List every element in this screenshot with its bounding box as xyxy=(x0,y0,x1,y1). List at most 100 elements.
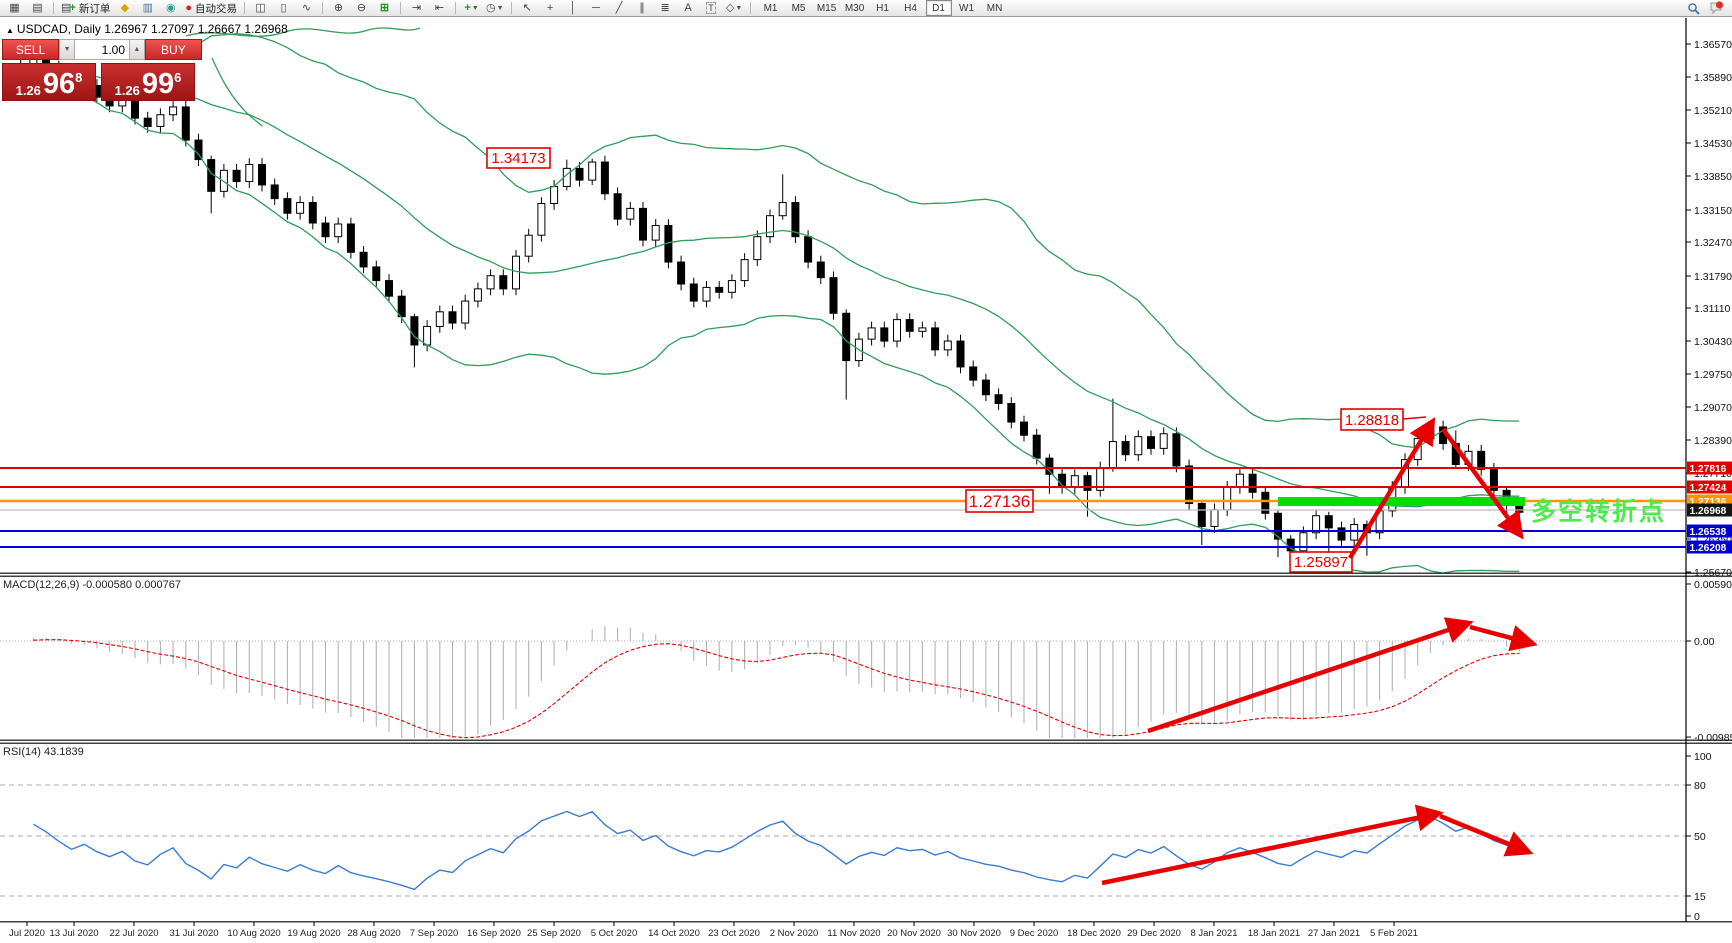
zoom-in-button[interactable]: ⊕ xyxy=(327,0,350,17)
candle-body xyxy=(156,114,165,127)
timeframe-button-M15[interactable]: M15 xyxy=(816,2,837,14)
date-axis-label: 18 Jan 2021 xyxy=(1248,928,1300,939)
bollinger-middle[interactable] xyxy=(33,64,1520,508)
price-badge-label: 1.26968 xyxy=(1690,506,1727,517)
notifications-button[interactable] xyxy=(1705,0,1728,17)
trend-arrow[interactable] xyxy=(1441,427,1524,540)
date-axis-label: 30 Nov 2020 xyxy=(947,928,1001,939)
timeframe-button-D1[interactable]: D1 xyxy=(925,0,952,16)
profiles-button[interactable]: ▤ xyxy=(26,0,49,17)
metaeditor-button[interactable]: ◆ xyxy=(113,0,136,17)
candle-body xyxy=(283,198,292,214)
candle-body xyxy=(397,295,406,318)
price-annotation-box[interactable] xyxy=(486,147,551,169)
chart-shift-button[interactable]: ⇤ xyxy=(428,0,451,17)
timeframe-button-MN[interactable]: MN xyxy=(986,2,1003,14)
buy-price-tile[interactable]: 1.26 99 6 xyxy=(101,63,195,101)
rsi-pane xyxy=(0,784,1686,897)
sell-button[interactable]: SELL xyxy=(2,39,60,60)
label-button[interactable]: T xyxy=(700,0,723,17)
freehand-green-line[interactable] xyxy=(211,57,263,127)
macd-axis-label: -0.009851 xyxy=(1694,732,1732,744)
trend-arrow[interactable] xyxy=(1439,813,1534,857)
periods-button[interactable]: ◷ ▼ xyxy=(483,0,507,17)
trend-arrow[interactable] xyxy=(1348,417,1436,560)
turning-point-annotation[interactable]: 多空转折点 xyxy=(1531,498,1667,526)
candle-body xyxy=(1274,512,1282,540)
vline-button[interactable]: │ xyxy=(562,0,585,17)
timeframe-button-W1[interactable]: W1 xyxy=(959,2,975,14)
fibonacci-button[interactable]: ≣ xyxy=(654,0,677,17)
timeframe-button-H4[interactable]: H4 xyxy=(904,2,917,14)
candle-body xyxy=(727,280,736,293)
toolbar-search-button[interactable] xyxy=(1682,0,1705,17)
tile-windows-button[interactable]: ⊞ xyxy=(373,0,396,17)
date-axis-label: 25 Sep 2020 xyxy=(527,928,581,939)
candle-body xyxy=(435,311,444,327)
signals-button[interactable]: ◉ xyxy=(159,0,182,17)
price-annotation-text: 1.28818 xyxy=(1345,412,1399,429)
candle-body xyxy=(169,106,178,116)
trend-arrow[interactable] xyxy=(1469,624,1538,652)
line-chart-button[interactable]: ∿ xyxy=(295,0,318,17)
indicators-button[interactable]: + ▼ xyxy=(460,0,483,17)
candle-body xyxy=(461,300,470,324)
trend-arrow[interactable] xyxy=(1101,804,1444,886)
volume-increase-button[interactable]: ▲ xyxy=(129,39,145,60)
timeframe-button-M30[interactable]: M30 xyxy=(844,2,865,14)
price-badge xyxy=(1687,461,1732,475)
buy-button[interactable]: BUY xyxy=(144,39,202,60)
signal-icon: ◉ xyxy=(166,1,176,14)
new-order-button[interactable]: ▤ + 新订单 xyxy=(58,0,113,17)
price-axis-label: 1.35210 xyxy=(1694,105,1732,117)
price-axis-label: 1.30430 xyxy=(1694,336,1732,348)
autotrading-button[interactable]: ● 自动交易 xyxy=(182,0,240,17)
text-icon: A xyxy=(684,1,692,14)
candle-body xyxy=(791,202,800,238)
timeframe-button-H1[interactable]: H1 xyxy=(876,2,889,14)
auto-scroll-button[interactable]: ⇥ xyxy=(405,0,428,17)
rsi-indicator-label: RSI(14) 43.1839 xyxy=(3,746,84,758)
volume-decrease-button[interactable]: ▼ xyxy=(59,39,75,60)
price-axis-label: 1.33850 xyxy=(1694,171,1732,183)
toolbar-separator xyxy=(244,2,245,14)
macd-axis-label: 0.005908 xyxy=(1694,579,1732,591)
new-chart-icon: ▦ xyxy=(9,1,20,14)
candle-body xyxy=(1312,515,1321,534)
volume-input[interactable] xyxy=(75,39,129,60)
price-annotation-box[interactable] xyxy=(1289,551,1353,573)
candle-body xyxy=(410,316,419,346)
cursor-button[interactable]: ↖ xyxy=(516,0,539,17)
green-support-band[interactable] xyxy=(1278,497,1525,506)
zoom-out-icon: ⊖ xyxy=(356,1,367,14)
sell-price-sup: 8 xyxy=(75,70,83,85)
freehand-green-line[interactable] xyxy=(185,27,421,37)
trendline-button[interactable]: ╱ xyxy=(608,0,631,17)
buy-price-big: 99 xyxy=(141,68,175,101)
candle-body xyxy=(1020,421,1028,436)
hline-button[interactable]: ─ xyxy=(585,0,608,17)
bollinger-upper[interactable] xyxy=(33,32,1520,449)
candlestick-button[interactable]: ▯ xyxy=(272,0,295,17)
timeframe-button-M1[interactable]: M1 xyxy=(763,2,778,14)
price-annotation-box[interactable] xyxy=(965,489,1034,513)
plus-icon: + xyxy=(69,2,76,14)
trend-arrow[interactable] xyxy=(1147,617,1474,734)
zoom-out-button[interactable]: ⊖ xyxy=(350,0,373,17)
candle-body xyxy=(969,366,978,381)
toolbar: ▦ ▤ ▤ + 新订单 ◆ ▥ ◉ ● 自动交易 ◫ ▯ ∿ ⊕ ⊖ ⊞ ⇥ ⇤ … xyxy=(0,0,1732,17)
new-chart-button[interactable]: ▦ xyxy=(3,0,26,17)
date-axis-label: Jul 2020 xyxy=(9,928,45,939)
bar-chart-button[interactable]: ◫ xyxy=(249,0,272,17)
price-annotation-box[interactable] xyxy=(1340,408,1404,431)
date-axis-label: 5 Feb 2021 xyxy=(1370,928,1418,939)
text-button[interactable]: A xyxy=(677,0,700,17)
crosshair-button[interactable]: + xyxy=(539,0,562,17)
terminal-button[interactable]: ▥ xyxy=(136,0,159,17)
shapes-button[interactable]: ◇ ▼ xyxy=(723,0,746,17)
channel-button[interactable]: ∥ xyxy=(631,0,654,17)
sell-price-tile[interactable]: 1.26 96 8 xyxy=(2,63,96,101)
candle-body xyxy=(359,251,368,268)
timeframe-button-M5[interactable]: M5 xyxy=(791,2,806,14)
